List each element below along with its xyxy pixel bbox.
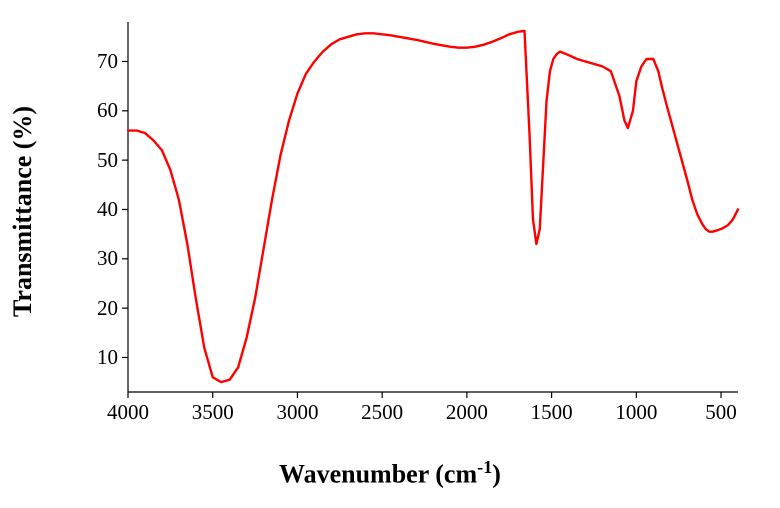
y-tick-label: 50 — [68, 148, 118, 173]
x-tick-label: 2500 — [361, 400, 403, 425]
y-tick-label: 30 — [68, 246, 118, 271]
y-tick-label: 10 — [68, 345, 118, 370]
y-tick-label: 70 — [68, 49, 118, 74]
ir-spectrum-chart: Transmittance (%) Wavenumber (cm-1) 1020… — [0, 0, 780, 508]
x-tick-label: 4000 — [107, 400, 149, 425]
x-tick-label: 2000 — [446, 400, 488, 425]
x-tick-label: 1000 — [615, 400, 657, 425]
x-tick-label: 500 — [705, 400, 737, 425]
y-tick-label: 20 — [68, 296, 118, 321]
x-tick-label: 1500 — [531, 400, 573, 425]
y-tick-label: 60 — [68, 98, 118, 123]
y-tick-label: 40 — [68, 197, 118, 222]
x-tick-label: 3500 — [192, 400, 234, 425]
x-tick-label: 3000 — [276, 400, 318, 425]
